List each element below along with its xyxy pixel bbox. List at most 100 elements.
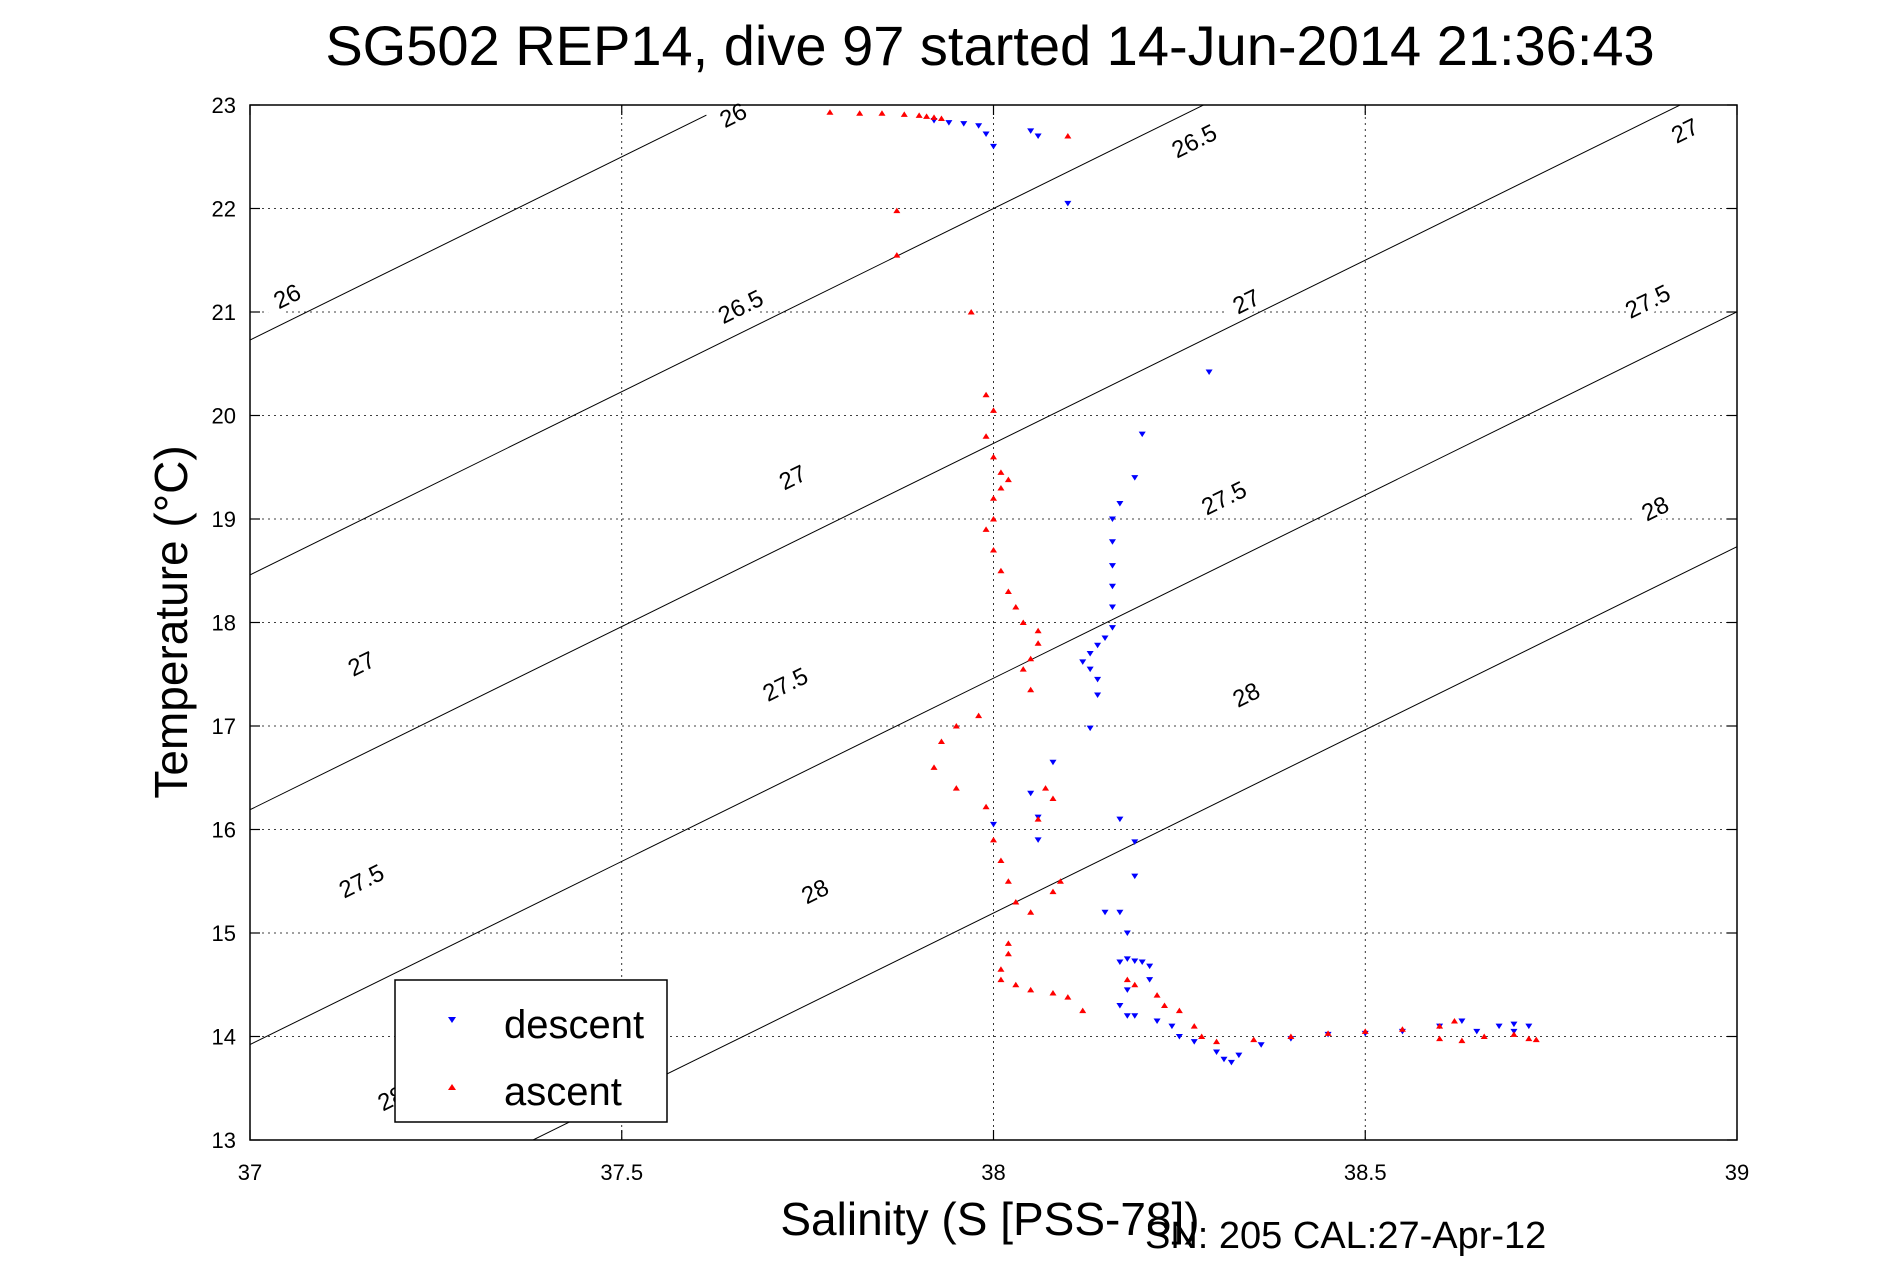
ascent-point xyxy=(1004,588,1012,594)
x-tick-label: 39 xyxy=(1725,1160,1749,1185)
y-tick-label: 16 xyxy=(212,818,236,843)
isopycnal-line-26.5 xyxy=(250,105,1205,576)
y-axis-ticks: 13 14 15 16 17 18 19 20 21 22 23 xyxy=(212,93,1737,1153)
ascent-point xyxy=(1436,1035,1444,1042)
ascent-point xyxy=(990,516,997,522)
ascent-point xyxy=(1361,1028,1369,1034)
legend-descent-marker xyxy=(448,1017,456,1023)
descent-point xyxy=(1131,1013,1139,1019)
descent-point xyxy=(1116,959,1124,965)
isopycnal-label-bg xyxy=(1627,485,1683,531)
ascent-point xyxy=(826,109,834,115)
isopycnal-line-27.5 xyxy=(250,311,1737,1046)
descent-point xyxy=(1153,1018,1161,1024)
ascent-point xyxy=(990,453,997,460)
ascent-point xyxy=(856,110,864,116)
y-tick-label: 18 xyxy=(212,611,236,636)
descent-point xyxy=(1213,1049,1221,1056)
ascent-point xyxy=(915,112,923,118)
descent-point xyxy=(1123,987,1131,993)
descent-point xyxy=(1123,930,1131,936)
descent-point xyxy=(1086,651,1094,657)
descent-point xyxy=(1235,1052,1243,1059)
ascent-point xyxy=(1436,1023,1444,1029)
descent-point xyxy=(1094,642,1102,649)
ascent-point xyxy=(982,803,990,810)
descent-point xyxy=(1108,583,1116,590)
ascent-point xyxy=(1004,950,1012,957)
descent-point xyxy=(990,143,997,150)
legend-ascent-label: ascent xyxy=(504,1070,622,1114)
ascent-point xyxy=(1027,909,1035,915)
ascent-point xyxy=(1525,1035,1533,1042)
isopycnal-lines xyxy=(250,105,1737,1140)
descent-point xyxy=(1123,1013,1131,1019)
y-tick-label: 17 xyxy=(212,714,236,739)
descent-point xyxy=(1220,1056,1228,1063)
ascent-point xyxy=(997,469,1005,475)
y-tick-label: 20 xyxy=(212,404,236,429)
descent-point xyxy=(982,131,990,137)
isopycnal-label-bg xyxy=(765,454,820,499)
ascent-point xyxy=(1123,976,1131,983)
descent-point xyxy=(1108,625,1116,631)
ascent-point xyxy=(952,785,960,791)
ascent-point xyxy=(923,113,931,119)
descent-point xyxy=(1101,909,1109,916)
y-tick-label: 13 xyxy=(212,1128,236,1153)
isopycnal-line-28 xyxy=(531,546,1737,1140)
descent-point xyxy=(1205,369,1213,376)
legend-box xyxy=(394,979,668,1123)
ascent-point xyxy=(1027,686,1035,693)
descent-point xyxy=(1108,516,1116,522)
descent-point xyxy=(1495,1023,1503,1030)
ascent-point xyxy=(1056,878,1064,884)
ascent-series xyxy=(826,109,1540,1045)
ascent-point xyxy=(997,976,1005,983)
descent-point xyxy=(1116,1002,1124,1009)
descent-point xyxy=(1116,816,1124,823)
descent-point xyxy=(1175,1034,1183,1040)
ascent-point xyxy=(1012,898,1020,905)
isopycnal-label-bg xyxy=(757,661,813,706)
ascent-point xyxy=(1324,1030,1332,1036)
ascent-point xyxy=(1042,785,1050,791)
x-tick-label: 37.5 xyxy=(600,1160,643,1185)
descent-point xyxy=(1473,1028,1481,1035)
isopycnal-label-bg xyxy=(712,283,768,329)
descent-point xyxy=(1116,909,1124,916)
ascent-point xyxy=(1049,795,1057,801)
ascent-point xyxy=(1064,994,1072,1000)
ascent-point xyxy=(1019,619,1027,625)
isopycnal-label-bg xyxy=(1196,475,1251,520)
ascent-point xyxy=(1079,1007,1087,1014)
descent-point xyxy=(1034,837,1042,843)
isopycnal-line-26 xyxy=(250,105,729,341)
ascent-point xyxy=(1398,1026,1406,1032)
ascent-point xyxy=(975,712,983,719)
isopycnal-line-27 xyxy=(250,105,1682,811)
ascent-point xyxy=(893,252,901,258)
ascent-point xyxy=(1012,603,1020,610)
ascent-point xyxy=(997,567,1005,574)
ascent-point xyxy=(990,547,997,553)
ascent-point xyxy=(1034,640,1042,646)
y-axis-label: Temperature (°C) xyxy=(145,445,197,798)
ascent-point xyxy=(1287,1033,1295,1039)
descent-point xyxy=(990,821,997,828)
ascent-point xyxy=(990,836,997,843)
ascent-point xyxy=(1161,1002,1169,1008)
descent-point xyxy=(1131,873,1139,880)
ascent-point xyxy=(1532,1036,1540,1043)
isopycnal-label-bg xyxy=(1218,278,1274,324)
descent-point xyxy=(1458,1018,1466,1024)
descent-series xyxy=(930,118,1533,1066)
ascent-point xyxy=(1004,476,1012,483)
descent-point xyxy=(1034,133,1042,140)
descent-point xyxy=(1138,431,1146,438)
legend: descent ascent xyxy=(394,979,668,1123)
descent-point xyxy=(1094,692,1102,698)
descent-point xyxy=(1027,128,1035,134)
x-tick-label: 37 xyxy=(238,1160,262,1185)
descent-point xyxy=(1027,790,1035,797)
